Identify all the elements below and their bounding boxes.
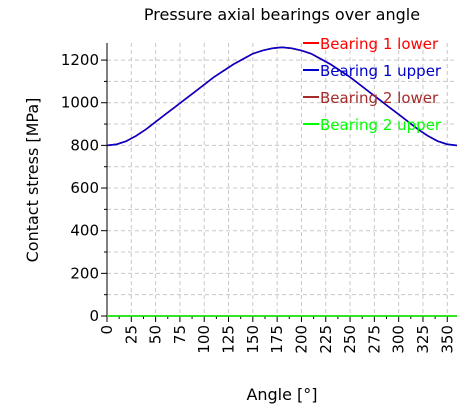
x-tick-label: 125	[220, 325, 238, 354]
x-axis-label: Angle [°]	[246, 385, 317, 404]
x-tick-label: 300	[390, 325, 408, 354]
legend-label: Bearing 2 upper	[320, 116, 442, 134]
y-tick-label: 1200	[61, 51, 99, 69]
x-tick-label: 225	[317, 325, 335, 354]
legend-label: Bearing 1 upper	[320, 62, 442, 80]
y-tick-label: 1000	[61, 94, 99, 112]
y-tick-label: 0	[89, 307, 99, 325]
x-tick-label: 25	[122, 325, 140, 344]
x-tick-label: 50	[147, 325, 165, 344]
legend-label: Bearing 1 lower	[320, 35, 439, 53]
y-tick-label: 400	[70, 222, 99, 240]
x-tick-label: 75	[171, 325, 189, 344]
y-axis-label: Contact stress [MPa]	[23, 98, 42, 263]
series-line-2	[106, 46, 458, 147]
x-tick-label: 250	[341, 325, 359, 354]
x-tick-label: 0	[98, 325, 116, 335]
y-tick-label: 200	[70, 264, 99, 282]
x-tick-label: 275	[365, 325, 383, 354]
y-tick-label: 600	[70, 179, 99, 197]
axes: 0 25 50 75 100 125 150 175 200 225 250 275 300 325 350…	[61, 43, 457, 354]
grid	[106, 43, 457, 317]
legend: Bearing 1 lower Bearing 1 upper Bearing 2 …	[303, 35, 442, 134]
x-tick-label: 350	[438, 325, 456, 354]
series-lines	[106, 46, 458, 317]
x-tick-label: 150	[244, 325, 262, 354]
y-tick-label: 800	[70, 136, 99, 154]
x-tick-label: 175	[268, 325, 286, 354]
chart-title: Pressure axial bearings over angle	[144, 5, 420, 24]
x-tick-label: 325	[414, 325, 432, 354]
x-tick-label: 100	[195, 325, 213, 354]
legend-label: Bearing 2 lower	[320, 89, 439, 107]
x-tick-label: 200	[292, 325, 310, 354]
